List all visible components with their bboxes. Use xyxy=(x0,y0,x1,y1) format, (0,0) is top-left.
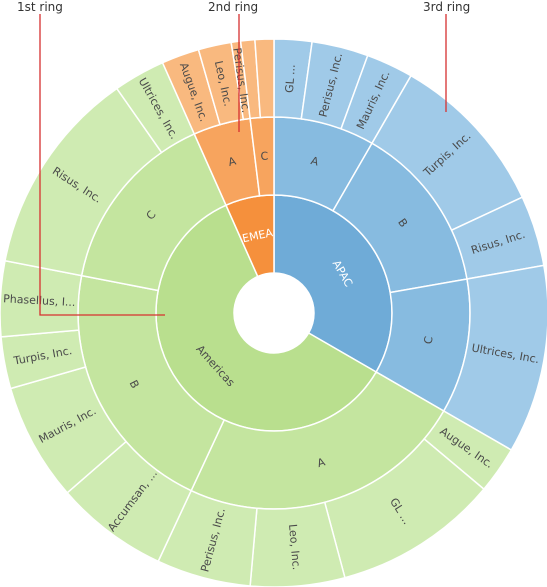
ring-callouts: 1st ring 2nd ring 3rd ring xyxy=(17,0,470,316)
ring1-emea-label: EMEA xyxy=(241,226,274,245)
ring3-americas-a-0-leo-inc-2-label: Leo, Inc. xyxy=(286,524,303,571)
ring2-emea-c-1-label: C xyxy=(260,150,269,163)
ring2-apac-a-0-label: A xyxy=(309,154,320,169)
ring-caption-1st: 1st ring xyxy=(17,0,63,14)
ring3-apac-a-0-gl-0-label: GL ... xyxy=(283,64,298,93)
ring-caption-3rd: 3rd ring xyxy=(423,0,470,14)
ring-caption-2nd: 2nd ring xyxy=(208,0,258,14)
ring2-emea-a-0-label: A xyxy=(227,154,238,169)
ring3-americas-b-1-phasellus-i-3-label: Phasellus, I... xyxy=(3,292,76,309)
sunburst-rings xyxy=(0,38,547,587)
ring2-americas-a-0-label: A xyxy=(316,455,328,470)
ring2-apac-c-2-label: C xyxy=(422,335,436,345)
ring3-segment-emea-c-1-blank-1[interactable] xyxy=(254,38,275,119)
callout-line-ring-1 xyxy=(39,14,165,316)
